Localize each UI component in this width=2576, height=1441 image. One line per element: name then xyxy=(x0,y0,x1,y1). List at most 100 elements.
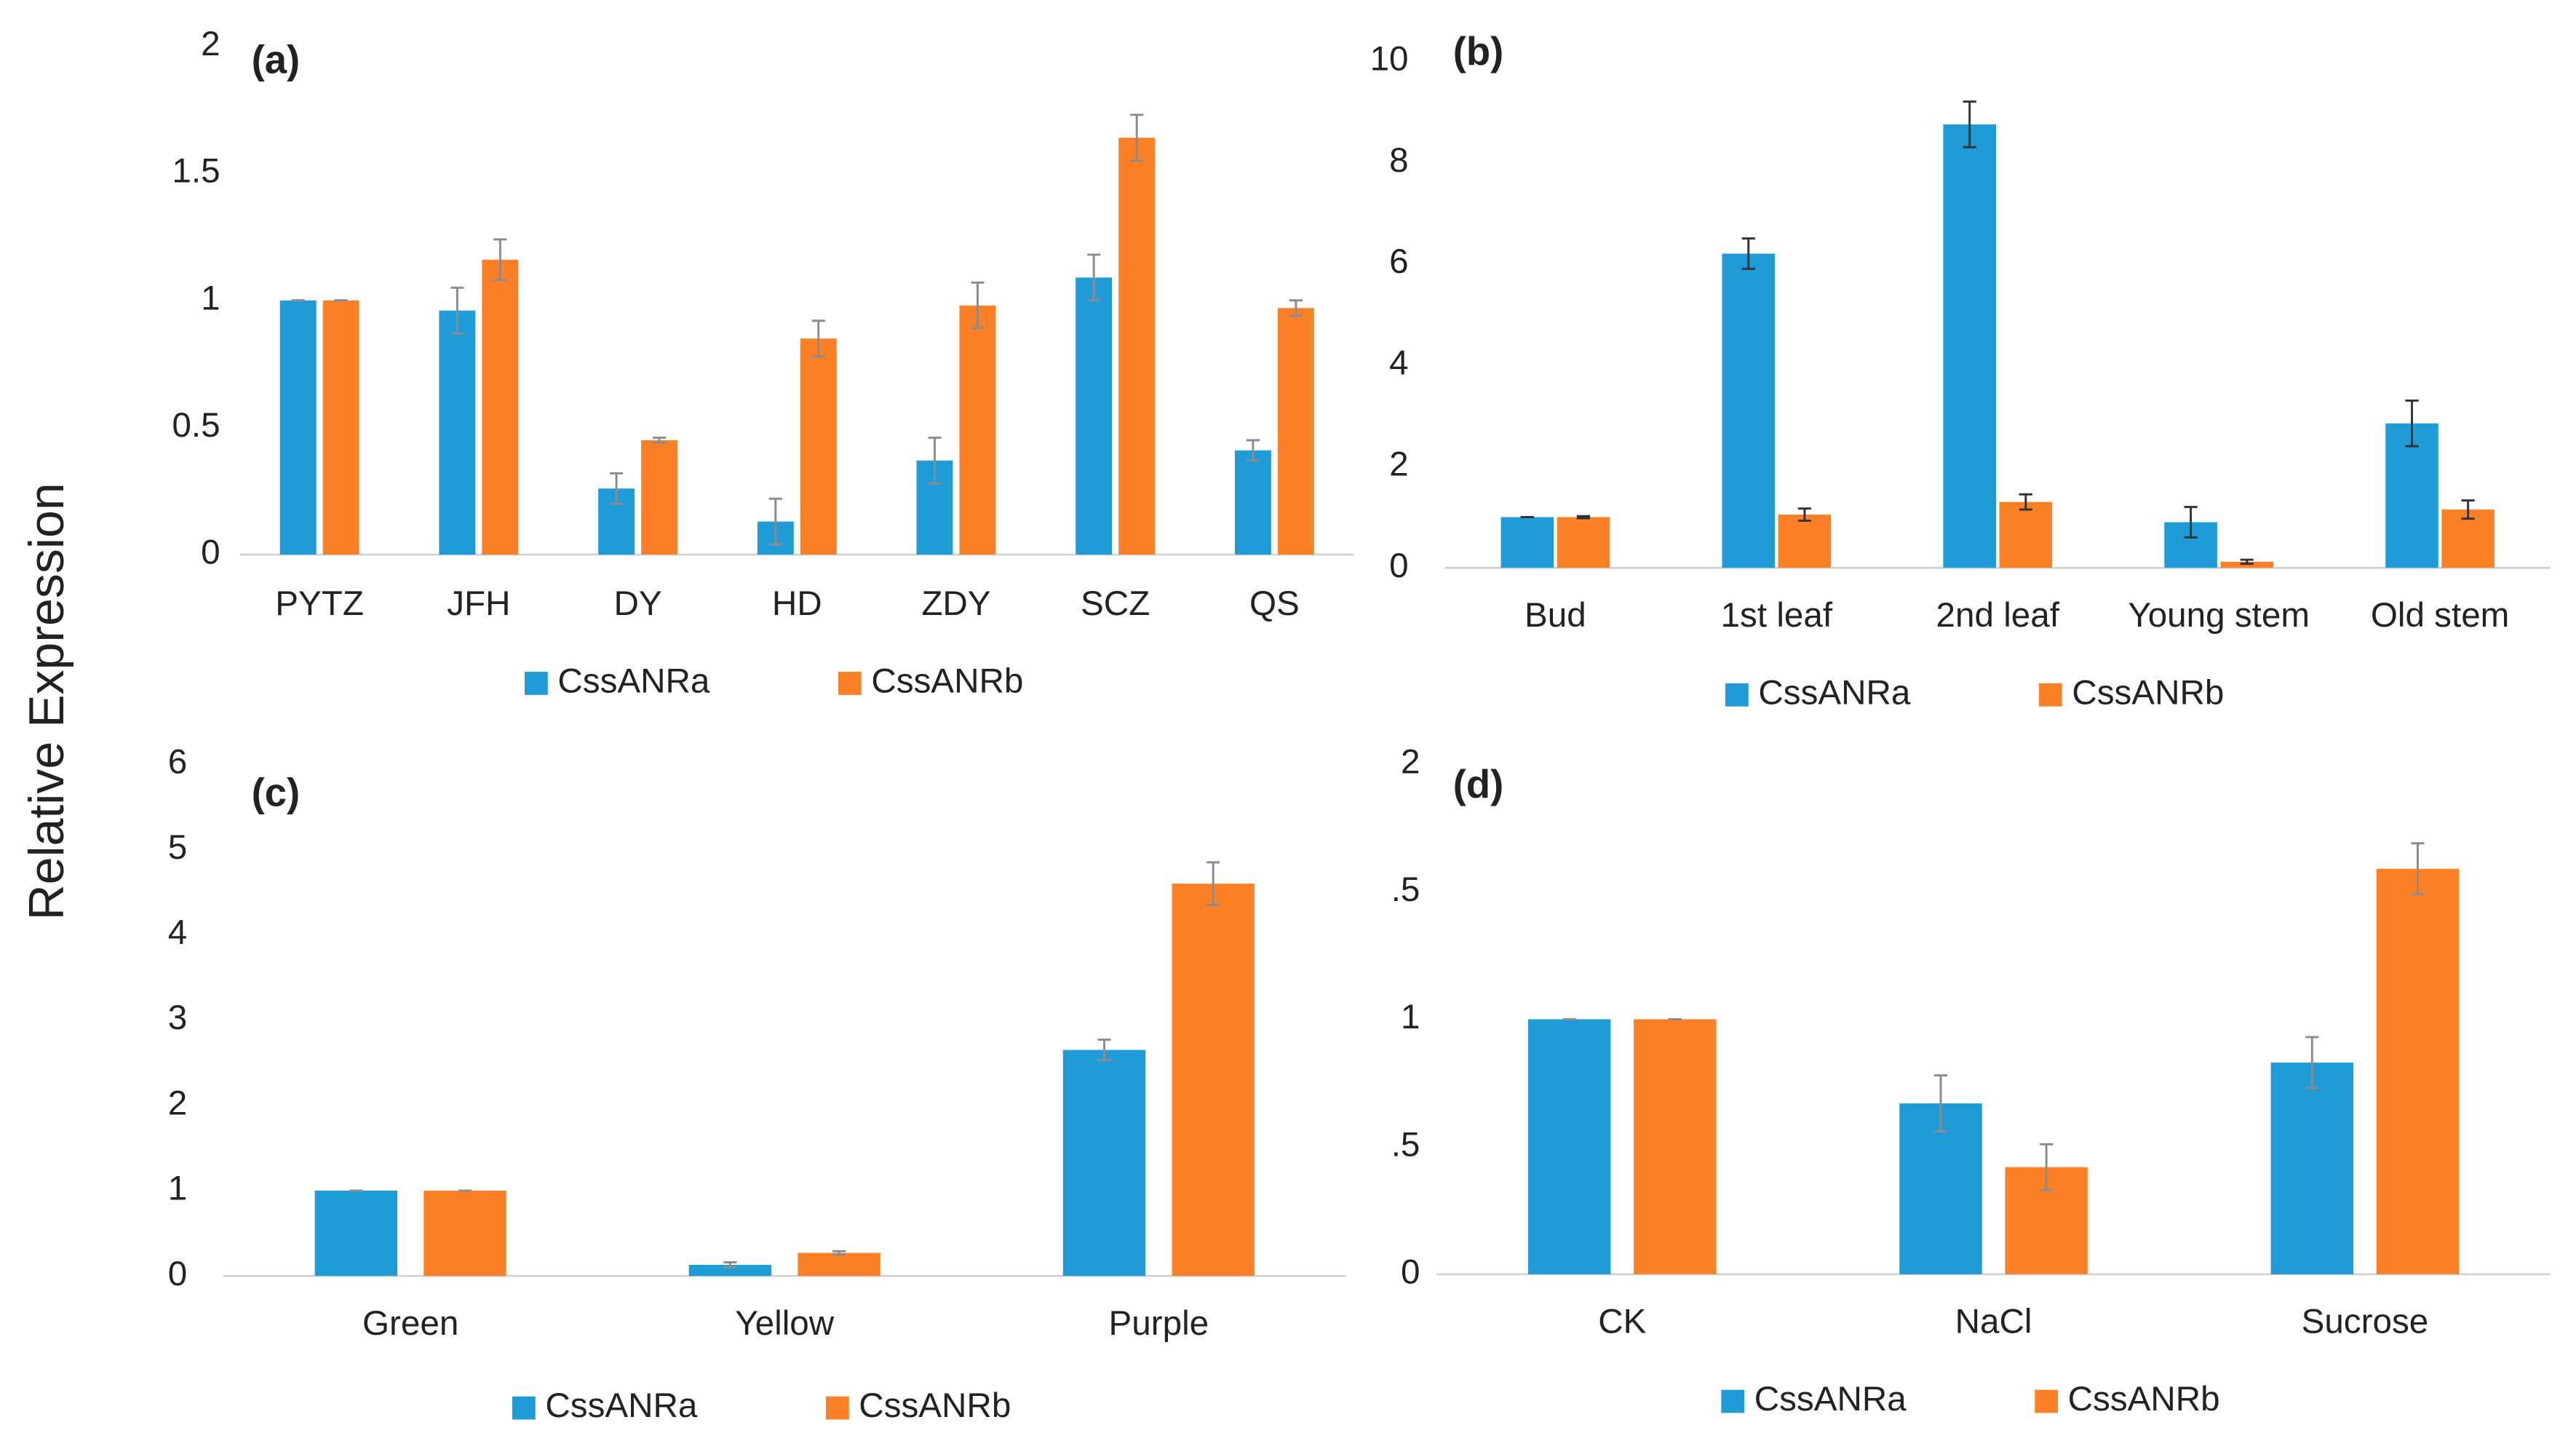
x-tick-label: Young stem xyxy=(2128,596,2310,635)
y-tick-label: 6 xyxy=(168,743,187,782)
bar xyxy=(1999,501,2053,568)
x-tick-label: SCZ xyxy=(1081,584,1150,623)
y-tick-label: .5 xyxy=(1391,1125,1420,1164)
panel-label: (a) xyxy=(252,38,301,82)
panel-label: (b) xyxy=(1453,29,1504,74)
legend-label: CssANRa xyxy=(545,1386,698,1425)
bar xyxy=(2376,868,2460,1274)
x-tick-label: NaCl xyxy=(1955,1303,2032,1341)
error-bar xyxy=(1797,507,1811,522)
bar xyxy=(279,300,317,555)
legend-label: CssANRa xyxy=(1758,673,1911,712)
error-bar xyxy=(1206,861,1220,906)
panel-label: (c) xyxy=(252,771,301,815)
bar xyxy=(1277,308,1314,555)
bar xyxy=(1778,515,1832,568)
error-bar xyxy=(2405,399,2419,448)
y-tick-label: 4 xyxy=(1389,344,1408,382)
error-bar xyxy=(811,319,825,358)
bar xyxy=(2385,423,2438,568)
bar xyxy=(1528,1019,1611,1274)
bar xyxy=(424,1191,506,1277)
bar xyxy=(800,338,837,555)
error-bar xyxy=(971,281,985,330)
error-bar xyxy=(2305,1036,2319,1089)
error-bar xyxy=(1097,1039,1111,1062)
legend-label: CssANRa xyxy=(1754,1380,1907,1418)
legend-swatch xyxy=(512,1396,536,1420)
bar xyxy=(482,259,519,555)
x-tick-label: DY xyxy=(613,584,661,623)
x-tick-label: CK xyxy=(1598,1303,1646,1341)
error-bar xyxy=(1246,439,1260,462)
y-tick-label: 1 xyxy=(1401,998,1420,1036)
error-bar xyxy=(723,1261,737,1269)
bar xyxy=(1943,124,1996,568)
x-tick-label: Sucrose xyxy=(2302,1303,2429,1341)
legend-swatch xyxy=(2038,683,2062,707)
error-bar xyxy=(768,497,782,546)
y-tick-label: 8 xyxy=(1389,141,1408,180)
x-tick-label: Green xyxy=(362,1304,458,1343)
x-tick-label: QS xyxy=(1249,584,1300,623)
bar xyxy=(1634,1019,1717,1274)
x-tick-label: PYTZ xyxy=(275,584,364,623)
error-bar xyxy=(1933,1074,1948,1133)
legend-swatch xyxy=(1721,1389,1745,1413)
x-tick-label: Yellow xyxy=(735,1304,834,1343)
legend-label: CssANRb xyxy=(871,662,1023,701)
x-tick-label: 1st leaf xyxy=(1721,596,1833,635)
bar xyxy=(1062,1049,1146,1277)
error-bar xyxy=(450,286,464,335)
legend-label: CssANRb xyxy=(859,1386,1011,1425)
x-tick-label: Old stem xyxy=(2371,596,2509,635)
y-tick-label: 3 xyxy=(168,999,187,1037)
y-axis-label: Relative Expression xyxy=(19,483,74,920)
error-bar xyxy=(2411,842,2425,896)
x-tick-label: Purple xyxy=(1109,1304,1209,1343)
y-tick-label: 2 xyxy=(1401,743,1420,782)
y-tick-label: 0.5 xyxy=(172,406,220,445)
error-bar xyxy=(2240,558,2254,565)
bar xyxy=(959,305,996,555)
y-tick-label: 10 xyxy=(1370,39,1409,78)
error-bar xyxy=(493,238,507,282)
error-bar xyxy=(2040,1143,2054,1191)
x-tick-label: 2nd leaf xyxy=(1936,596,2060,635)
y-tick-label: .5 xyxy=(1391,870,1420,909)
error-bar xyxy=(1576,515,1591,520)
y-tick-label: 2 xyxy=(201,25,220,63)
y-tick-label: 5 xyxy=(168,828,187,867)
bar xyxy=(1500,517,1554,568)
y-tick-label: 6 xyxy=(1389,242,1408,281)
y-tick-label: 0 xyxy=(201,533,220,572)
error-bar xyxy=(2461,499,2475,520)
y-tick-label: 1 xyxy=(201,279,220,317)
bar xyxy=(688,1264,772,1277)
legend-swatch xyxy=(2035,1389,2059,1413)
y-tick-label: 1 xyxy=(168,1170,187,1208)
y-tick-label: 0 xyxy=(168,1255,187,1293)
error-bar xyxy=(832,1250,846,1256)
error-bar xyxy=(1289,299,1303,317)
bar xyxy=(1722,253,1776,568)
x-tick-label: Bud xyxy=(1524,596,1586,635)
legend-swatch xyxy=(838,672,862,695)
legend-swatch xyxy=(1725,683,1749,707)
legend-label: CssANRb xyxy=(2068,1380,2220,1418)
panel-label: (d) xyxy=(1453,762,1504,806)
y-tick-label: 0 xyxy=(1389,547,1408,585)
bar xyxy=(798,1253,880,1277)
bar xyxy=(1234,450,1271,555)
error-bar xyxy=(609,472,624,505)
x-tick-label: JFH xyxy=(447,584,510,623)
x-tick-label: ZDY xyxy=(921,584,990,623)
error-bar xyxy=(1741,237,1755,270)
bar xyxy=(439,310,476,555)
bar xyxy=(2270,1063,2354,1274)
bar xyxy=(314,1191,398,1277)
y-tick-label: 2 xyxy=(168,1084,187,1122)
y-tick-label: 2 xyxy=(1389,445,1408,484)
